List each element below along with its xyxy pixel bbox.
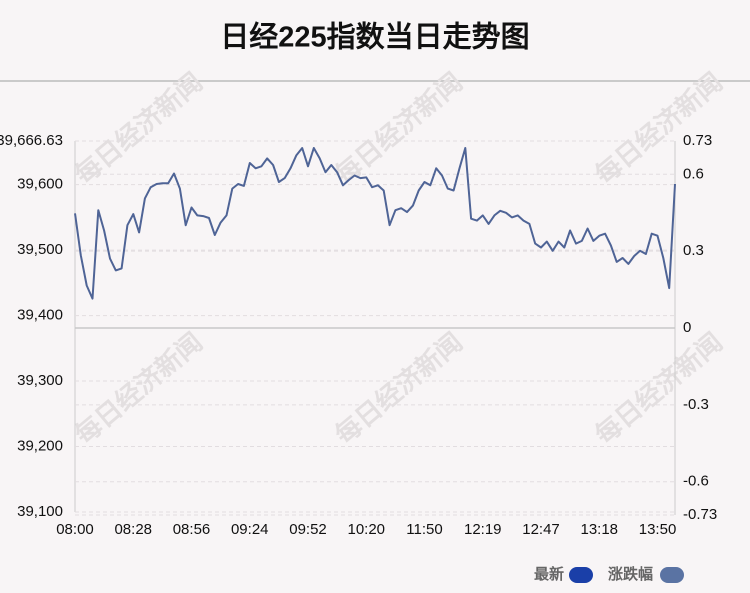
x-tick-label: 10:20 xyxy=(347,521,385,538)
chart-title: 日经225指数当日走势图 xyxy=(220,20,529,54)
x-tick-label: 08:28 xyxy=(114,521,152,538)
y-tick-label: 39,100 xyxy=(17,503,63,520)
x-tick-label: 13:50 xyxy=(639,521,677,538)
y-tick-label: 39,500 xyxy=(17,241,63,258)
y-tick-label: 39,400 xyxy=(17,307,63,324)
y2-tick-label: -0.3 xyxy=(683,396,709,413)
x-tick-label: 08:56 xyxy=(173,521,211,538)
y2-tick-label: 0.6 xyxy=(683,165,704,182)
y-tick-label: 39,200 xyxy=(17,437,63,454)
price-line xyxy=(74,147,676,300)
x-tick-label: 09:52 xyxy=(289,521,327,538)
y-tick-label: 39,300 xyxy=(17,372,63,389)
x-tick-label: 12:47 xyxy=(522,521,560,538)
legend-swatch xyxy=(660,567,684,583)
x-tick-label: 13:18 xyxy=(580,521,618,538)
y2-tick-label: -0.6 xyxy=(683,473,709,490)
x-tick-label: 08:00 xyxy=(56,521,94,538)
legend-label: 涨跌幅 xyxy=(608,565,653,583)
y2-tick-label: 0.3 xyxy=(683,242,704,259)
y2-tick-label: 0 xyxy=(683,319,691,336)
legend-label: 最新 xyxy=(534,565,564,583)
y2-tick-label: 0.73 xyxy=(683,132,712,149)
x-tick-label: 12:19 xyxy=(464,521,502,538)
x-tick-label: 09:24 xyxy=(231,521,269,538)
y2-tick-label: -0.73 xyxy=(683,506,717,523)
y-tick-label: 39,666.63 xyxy=(0,132,63,149)
y-tick-label: 39,600 xyxy=(17,176,63,193)
legend-swatch xyxy=(569,567,593,583)
x-tick-label: 11:50 xyxy=(406,521,442,538)
